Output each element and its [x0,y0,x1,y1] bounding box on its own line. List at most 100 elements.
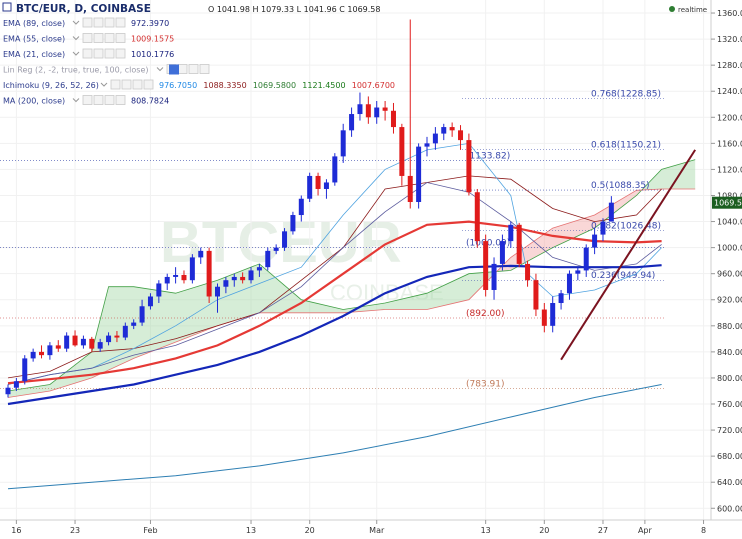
candle-body [550,303,556,326]
candle-body [298,198,304,216]
candle-body [215,286,220,297]
candle-body [223,280,229,287]
price-tick-label: 1040.00 [717,218,742,227]
candle-body [499,241,505,264]
candle-body [97,342,103,349]
chevron-down-icon [156,67,164,72]
candle-body [432,133,438,144]
close-icon [115,48,126,59]
candle-body [516,224,522,264]
candle-body [55,345,61,349]
price-tick-label: 1240.00 [717,87,742,96]
eye-icon [82,48,93,59]
indicator-row[interactable]: Lin Reg (2, -2, true, true, 100, close) [3,64,210,75]
ema89-line [7,264,662,406]
candle-body [399,127,405,176]
candle-body [30,351,36,359]
candle-body [583,247,589,271]
fib-level-label: 0.5(1088.35) [591,181,650,191]
price-tick-label: 1160.00 [717,139,742,148]
candles [5,19,614,398]
candle-body [231,276,237,281]
candle-body [290,215,296,232]
time-tick-label: 20 [305,526,315,535]
candle-body [248,270,254,281]
indicator-name: EMA (55, close) [3,35,65,44]
trendline [560,149,697,361]
price-tick-label: 960.00 [717,270,742,279]
candle-body [39,351,45,356]
cloud-bullish [644,159,696,190]
indicator-row[interactable]: MA (200, close) 808.7824 [3,95,169,106]
time-tick-label: 23 [70,526,80,535]
fib-level-label: 0.768(1228.85) [591,89,661,99]
cloud-bullish [8,263,499,398]
candle-body [600,221,606,235]
candle-body [114,335,120,338]
settings-icon [121,79,132,90]
chevron-down-icon [72,36,80,41]
price-tick-label: 880.00 [717,322,742,331]
symbol-title[interactable]: BTC/EUR, D, COINBASE [16,3,151,15]
add-icon [104,17,115,28]
indicator-row[interactable]: EMA (55, close) 1009.1575 [3,33,174,44]
indicator-value: 1088.3350 [203,81,246,90]
eye-icon [82,95,93,105]
indicator-value: 808.7824 [131,97,169,106]
price-tick-label: 760.00 [717,400,742,409]
candle-body [64,335,70,349]
candle-body [315,175,321,189]
time-tick-label: Feb [143,526,157,535]
candle-body [147,296,153,307]
time-tick-label: 8 [701,526,706,535]
candle-body [332,156,338,183]
price-tick-label: 680.00 [717,452,742,461]
close-icon [143,79,154,90]
time-tick-label: 13 [246,526,256,535]
close-icon [115,95,126,105]
settings-icon [93,33,104,43]
candle-body [541,309,547,326]
indicator-value: 1069.5800 [253,81,296,90]
candle-body [240,276,246,281]
fib-level-label: 0.236(949.94) [591,271,655,281]
indicator-value: 976.7050 [159,81,197,90]
ema55-line [7,220,662,385]
price-tick-label: 800.00 [717,374,742,383]
time-tick-label: 13 [481,526,491,535]
chevron-down-icon [100,82,108,87]
candle-body [491,263,497,290]
candle-body [349,114,355,131]
add-icon [104,33,115,43]
time-tick-label: 16 [11,526,21,535]
symbol-watermark: BTCEUR [160,210,402,275]
indicator-row[interactable]: EMA (89, close) 972.3970 [3,17,169,28]
price-tick-label: 720.00 [717,426,742,435]
indicator-row[interactable]: Ichimoku (9, 26, 52, 26) 976.7050 1088.335… [3,79,395,90]
time-axis[interactable]: 16 23 Feb 13 20 Mar 13 20 27 Apr 8 [11,520,706,535]
indicator-row[interactable]: EMA (21, close) 1010.1776 [3,48,174,59]
price-tick-label: 840.00 [717,348,742,357]
add-icon [132,79,143,90]
add-icon [188,64,199,74]
chevron-down-icon [72,98,80,103]
price-axis[interactable]: 600.00 640.00 680.00 720.00 760.00 800.00 840.… [711,9,742,513]
candle-body [5,387,11,395]
indicator-value: 1007.6700 [352,81,395,90]
candle-body [525,263,531,281]
candle-body [340,130,346,157]
candle-body [265,250,271,268]
candle-body [592,234,598,248]
candle-body [407,175,413,203]
indicator-name: Ichimoku (9, 26, 52, 26) [3,81,99,90]
candle-body [458,130,464,141]
candle-body [164,276,170,284]
close-icon [115,33,126,43]
indicator-value: 1121.4500 [302,81,345,90]
eye-icon [82,17,93,28]
support-trendline [560,149,697,361]
time-tick-label: 20 [539,526,549,535]
collapse-icon[interactable] [2,2,12,12]
